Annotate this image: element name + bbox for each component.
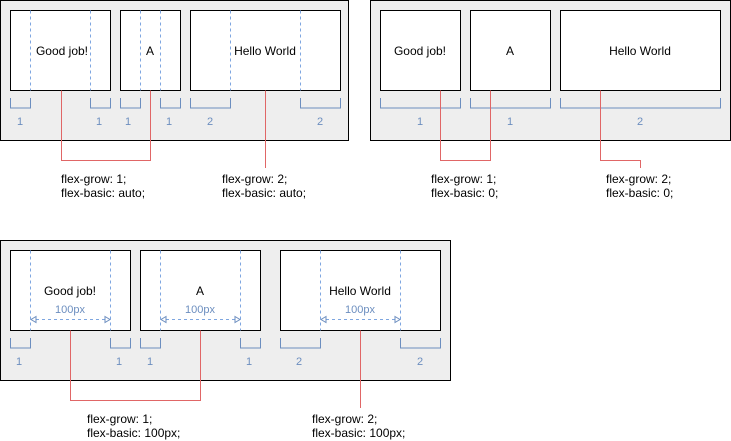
item-label: Hello World [609, 44, 671, 58]
panel-flex-basic-zero: Good job! A Hello World 1 1 2 [371, 1, 731, 169]
note-flex-grow: flex-grow: 1; [61, 172, 126, 186]
note-flex-basic: flex-basic: 100px; [312, 426, 405, 440]
grow-share-label: 1 [96, 116, 102, 128]
flex-item-good-job: Good job! [381, 11, 461, 91]
item-label: Hello World [329, 284, 391, 298]
flex-item-a: A [471, 11, 551, 91]
note-flex-basic: flex-basic: auto; [222, 186, 306, 200]
grow-share-label: 1 [116, 356, 122, 368]
note-grow-2-100px: flex-grow: 2; flex-basic: 100px; [312, 412, 405, 440]
grow-share-label: 2 [637, 116, 643, 128]
panel-flex-basic-100px: Good job! 100px A 100px Hello World [1, 241, 451, 409]
item-label: Good job! [36, 44, 88, 58]
flex-item-good-job: Good job! [11, 11, 111, 91]
note-flex-grow: flex-grow: 2; [606, 172, 671, 186]
grow-share-label: 2 [417, 356, 423, 368]
note-grow-1-100px: flex-grow: 1; flex-basic: 100px; [87, 412, 180, 440]
note-flex-basic: flex-basic: 0; [606, 186, 673, 200]
item-label: A [146, 44, 154, 58]
note-grow-2-auto: flex-grow: 2; flex-basic: auto; [222, 172, 306, 200]
item-label: Hello World [234, 44, 296, 58]
basis-label: 100px [55, 304, 85, 316]
flex-item-a: A 100px [141, 251, 261, 331]
grow-share-label: 2 [296, 356, 302, 368]
grow-share-label: 2 [317, 116, 323, 128]
grow-share-label: 1 [147, 356, 153, 368]
note-flex-grow: flex-grow: 2; [312, 412, 377, 426]
note-flex-basic: flex-basic: auto; [61, 186, 145, 200]
flex-item-good-job: Good job! 100px [11, 251, 131, 331]
note-flex-grow: flex-grow: 2; [222, 172, 287, 186]
grow-share-label: 1 [166, 116, 172, 128]
note-flex-basic: flex-basic: 100px; [87, 426, 180, 440]
panel-flex-basic-auto: Good job! A Hello World 1 1 1 1 2 2 [1, 1, 349, 169]
flex-item-hello-world: Hello World [191, 11, 341, 91]
grow-share-label: 1 [246, 356, 252, 368]
item-label: Good job! [394, 44, 446, 58]
grow-share-label: 1 [16, 356, 22, 368]
basis-label: 100px [345, 304, 375, 316]
note-flex-grow: flex-grow: 1; [87, 412, 152, 426]
grow-share-label: 1 [125, 116, 131, 128]
grow-share-label: 1 [417, 116, 423, 128]
flex-item-hello-world: Hello World 100px [281, 251, 441, 331]
item-label: Good job! [44, 284, 96, 298]
flex-item-a: A [121, 11, 181, 91]
item-label: A [196, 284, 204, 298]
grow-share-label: 2 [207, 116, 213, 128]
item-label: A [506, 44, 514, 58]
note-flex-basic: flex-basic: 0; [431, 186, 498, 200]
grow-share-label: 1 [507, 116, 513, 128]
note-grow-1-zero: flex-grow: 1; flex-basic: 0; [431, 172, 498, 200]
grow-share-label: 1 [17, 116, 23, 128]
note-grow-1-auto: flex-grow: 1; flex-basic: auto; [61, 172, 145, 200]
note-flex-grow: flex-grow: 1; [431, 172, 496, 186]
basis-label: 100px [185, 304, 215, 316]
note-grow-2-zero: flex-grow: 2; flex-basic: 0; [606, 172, 673, 200]
flex-item-hello-world: Hello World [561, 11, 721, 91]
